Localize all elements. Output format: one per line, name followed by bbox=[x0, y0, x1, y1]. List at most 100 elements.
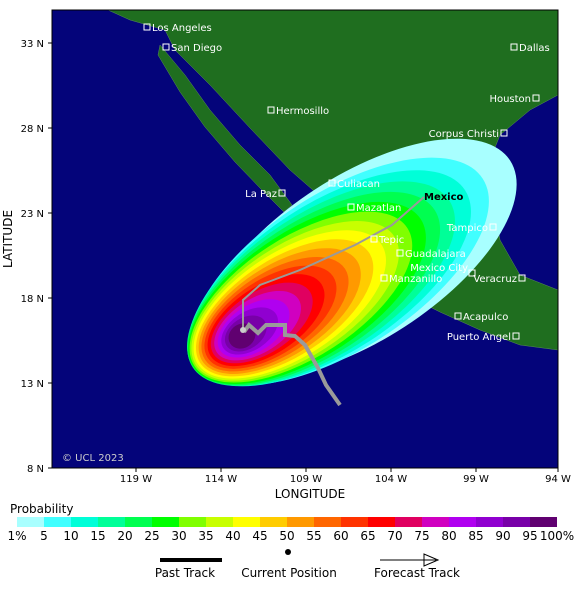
city-label: Hermosillo bbox=[276, 106, 329, 117]
city-marker bbox=[396, 249, 404, 257]
forecast-track-label: Forecast Track bbox=[374, 566, 460, 580]
city-label: Corpus Christi bbox=[429, 129, 499, 140]
city-label: Tepic bbox=[378, 235, 404, 246]
city-marker bbox=[512, 332, 520, 340]
colorbar-swatch bbox=[476, 517, 503, 527]
colorbar-swatch bbox=[17, 517, 44, 527]
city-marker bbox=[489, 223, 497, 231]
x-axis-label: LONGITUDE bbox=[275, 487, 345, 501]
x-tick-label: 94 W bbox=[545, 474, 571, 485]
forecast-track bbox=[242, 196, 425, 330]
colorbar-label: 5 bbox=[40, 529, 48, 543]
colorbar-swatch bbox=[314, 517, 341, 527]
city-label: La Paz bbox=[245, 189, 277, 200]
forecast-arrow bbox=[423, 553, 440, 567]
colorbar-label: 20 bbox=[117, 529, 132, 543]
city-marker bbox=[162, 43, 170, 51]
map-frame bbox=[51, 9, 559, 469]
y-tick-label: 23 N bbox=[21, 209, 44, 220]
colorbar-label: 15 bbox=[90, 529, 105, 543]
colorbar-swatch bbox=[44, 517, 71, 527]
colorbar-swatch bbox=[449, 517, 476, 527]
colorbar-label: 70 bbox=[387, 529, 402, 543]
colorbar-label: 80 bbox=[441, 529, 456, 543]
colorbar-label: 10 bbox=[63, 529, 78, 543]
city-label: Los Angeles bbox=[152, 23, 212, 34]
city-marker bbox=[370, 235, 378, 243]
current-position-key bbox=[285, 549, 291, 555]
city-marker bbox=[143, 23, 151, 31]
city-marker bbox=[267, 106, 275, 114]
city-marker bbox=[347, 203, 355, 211]
colorbar-label: 40 bbox=[225, 529, 240, 543]
colorbar-swatch bbox=[125, 517, 152, 527]
past-track bbox=[242, 322, 342, 407]
colorbar-swatch bbox=[395, 517, 422, 527]
copyright: © UCL 2023 bbox=[62, 453, 124, 464]
city-label: Dallas bbox=[519, 43, 550, 54]
current-position-label: Current Position bbox=[241, 566, 337, 580]
city-marker bbox=[468, 269, 476, 277]
city-label: San Diego bbox=[171, 43, 222, 54]
x-tick-label: 99 W bbox=[463, 474, 489, 485]
colorbar-swatch bbox=[503, 517, 530, 527]
colorbar-label: 30 bbox=[171, 529, 186, 543]
past-track-label: Past Track bbox=[155, 566, 215, 580]
x-tick-label: 104 W bbox=[375, 474, 407, 485]
y-tick-label: 28 N bbox=[21, 124, 44, 135]
colorbar-swatch bbox=[233, 517, 260, 527]
city-marker bbox=[518, 274, 526, 282]
city-marker bbox=[380, 274, 388, 282]
x-tick-label: 114 W bbox=[205, 474, 237, 485]
city-marker bbox=[454, 312, 462, 320]
colorbar-swatch bbox=[179, 517, 206, 527]
y-tick-label: 18 N bbox=[21, 294, 44, 305]
colorbar-swatch bbox=[341, 517, 368, 527]
colorbar-swatch bbox=[152, 517, 179, 527]
city-label: Mazatlan bbox=[356, 203, 401, 214]
y-tick-label: 8 N bbox=[27, 464, 44, 475]
colorbar-swatch bbox=[98, 517, 125, 527]
city-marker bbox=[510, 43, 518, 51]
colorbar-label: 65 bbox=[360, 529, 375, 543]
colorbar-label: 95 bbox=[522, 529, 537, 543]
city-label: Tampico bbox=[446, 223, 488, 234]
city-label: Houston bbox=[489, 94, 531, 105]
colorbar-swatch bbox=[368, 517, 395, 527]
city-label: Guadalajara bbox=[405, 249, 466, 260]
colorbar-swatch bbox=[260, 517, 287, 527]
y-tick-label: 13 N bbox=[21, 379, 44, 390]
current-position bbox=[240, 327, 246, 333]
colorbar-swatch bbox=[422, 517, 449, 527]
city-marker bbox=[500, 129, 508, 137]
city-label: Acapulco bbox=[463, 312, 508, 323]
city-marker bbox=[278, 189, 286, 197]
colorbar-label: 90 bbox=[495, 529, 510, 543]
y-tick-label: 33 N bbox=[21, 39, 44, 50]
colorbar-label: 100% bbox=[540, 529, 574, 543]
colorbar-label: 1% bbox=[7, 529, 26, 543]
city-label: Mexico City bbox=[410, 263, 468, 274]
colorbar-swatch bbox=[530, 517, 557, 527]
colorbar-label: 35 bbox=[198, 529, 213, 543]
colorbar-swatch bbox=[71, 517, 98, 527]
city-marker bbox=[328, 179, 336, 187]
city-label: Veracruz bbox=[473, 274, 517, 285]
x-tick-label: 119 W bbox=[120, 474, 152, 485]
city-marker bbox=[532, 94, 540, 102]
x-tick-label: 109 W bbox=[290, 474, 322, 485]
colorbar-label: 85 bbox=[468, 529, 483, 543]
colorbar-swatch bbox=[287, 517, 314, 527]
cities: Los Angeles San Diego Dallas Hermosillo Hous… bbox=[143, 23, 550, 343]
colorbar: 1% 5 10 15 20 25 30 35 40 45 50 55 60 65 70 75 80 85 90 95 1… bbox=[7, 517, 574, 543]
swath-level bbox=[228, 323, 256, 349]
colorbar-label: 50 bbox=[279, 529, 294, 543]
colorbar-swatch bbox=[206, 517, 233, 527]
colorbar-label: 45 bbox=[252, 529, 267, 543]
city-label: Puerto Angel bbox=[447, 332, 511, 343]
y-axis-label: LATITUDE bbox=[1, 210, 15, 268]
colorbar-label: 60 bbox=[333, 529, 348, 543]
colorbar-label: 25 bbox=[144, 529, 159, 543]
city-label: Culiacan bbox=[337, 179, 380, 190]
